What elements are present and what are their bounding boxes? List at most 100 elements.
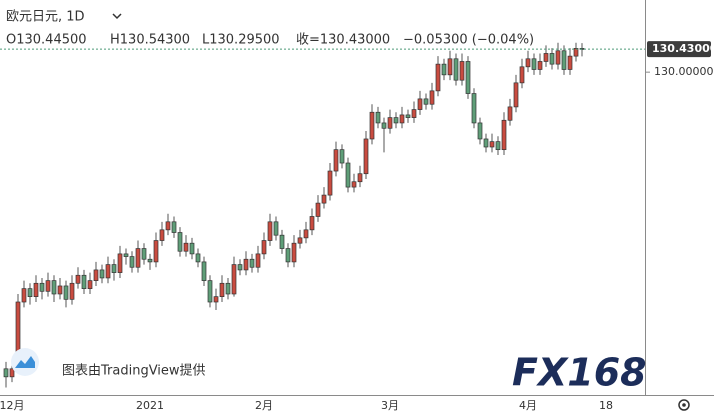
candle-body — [375, 111, 381, 124]
candle-body — [33, 282, 39, 298]
candle-body — [543, 53, 549, 62]
candle-body — [153, 240, 159, 263]
candle-body — [519, 66, 525, 84]
candle-body — [273, 221, 279, 236]
candle-body — [195, 253, 201, 263]
candle-body — [243, 258, 249, 271]
x-tick-label: 12月 — [0, 399, 25, 412]
candle-body — [81, 274, 87, 289]
candle-body — [3, 368, 9, 378]
candle-body — [315, 202, 321, 217]
attribution: 图表由TradingView提供 — [11, 348, 206, 379]
candle-body — [489, 141, 495, 148]
candle-body — [387, 117, 393, 129]
candle-body — [405, 114, 411, 118]
candle-body — [219, 282, 225, 298]
attribution-text: 图表由TradingView提供 — [62, 363, 206, 379]
candle-body — [123, 253, 129, 257]
candle-body — [459, 61, 465, 81]
last-price-tag — [647, 41, 711, 58]
candle-body — [99, 269, 105, 279]
candle-body — [363, 138, 369, 175]
candle-body — [237, 264, 243, 271]
fx168-logo: FX168 — [512, 351, 647, 395]
candle-body — [477, 122, 483, 140]
candle-body — [111, 264, 117, 273]
last-price-label: 130.43000 — [652, 42, 714, 55]
gear-center[interactable] — [682, 403, 686, 407]
candle-body — [303, 229, 309, 239]
candle-body — [93, 269, 99, 281]
candle-body — [231, 264, 237, 295]
gear[interactable] — [678, 399, 690, 411]
candle-body — [57, 285, 63, 295]
candle-body — [453, 58, 459, 81]
candle-body — [261, 240, 267, 255]
ohlc-item: L130.29500 — [202, 33, 280, 48]
candle-body — [117, 253, 123, 273]
candle-body — [465, 61, 471, 94]
candle-body — [135, 248, 141, 268]
candle-body — [69, 282, 75, 300]
candle-body — [369, 111, 375, 140]
ohlc-item: O130.44500 — [6, 33, 87, 48]
candle-body — [279, 234, 285, 249]
candle-body — [249, 258, 255, 268]
candle-body — [63, 285, 69, 300]
candle-body — [525, 58, 531, 68]
candle-body — [549, 53, 555, 65]
candle-body — [225, 282, 231, 295]
candle-body — [555, 50, 561, 65]
candle-body — [177, 232, 183, 252]
candle-body — [567, 55, 573, 70]
candle-body — [495, 141, 501, 151]
candle-body — [309, 216, 315, 231]
plot-area — [3, 42, 585, 388]
candle-body — [45, 280, 51, 292]
candle-body — [75, 274, 81, 284]
chart-title: 欧元日元, 1D — [6, 10, 85, 25]
candle-body — [21, 288, 27, 303]
candle-body — [129, 256, 135, 268]
candle-body — [291, 242, 297, 263]
candle-body — [411, 109, 417, 118]
candle-body — [141, 248, 147, 260]
ohlc-legend: O130.44500 H130.54300 L130.29500 收=130.4300… — [6, 33, 534, 48]
x-tick-label: 4月 — [519, 399, 537, 412]
candle-body — [351, 181, 357, 188]
x-tick-label: 3月 — [381, 399, 399, 412]
candle-body — [9, 368, 15, 378]
candle-body — [201, 261, 207, 281]
candle-body — [183, 242, 189, 252]
candle-body — [345, 162, 351, 188]
tv-logo — [15, 356, 35, 368]
x-tick-label: 2月 — [255, 399, 273, 412]
ohlc-item: H130.54300 — [110, 33, 190, 48]
interval-caret[interactable] — [112, 13, 122, 20]
candle-body — [561, 50, 567, 70]
candle-body — [297, 237, 303, 244]
candle-body — [357, 173, 363, 183]
x-tick-label: 18 — [599, 399, 613, 412]
candle-body — [507, 106, 513, 121]
candle-body — [327, 170, 333, 196]
settings-icon[interactable] — [678, 399, 690, 411]
candle-body — [105, 264, 111, 279]
candle-body — [165, 221, 171, 231]
candle-body — [417, 98, 423, 110]
candle-body — [435, 63, 441, 92]
candle-body — [51, 280, 57, 295]
candle-body — [441, 63, 447, 76]
candle-body — [267, 221, 273, 241]
candle-body — [501, 119, 507, 151]
candle-body — [399, 114, 405, 124]
candle-body — [39, 282, 45, 292]
candle-body — [285, 248, 291, 263]
x-tick-label: 2021 — [136, 399, 164, 412]
candle-body — [531, 58, 537, 70]
candle-body — [573, 48, 579, 57]
candle-body — [471, 93, 477, 124]
candle-body — [27, 288, 33, 298]
candle-body — [423, 98, 429, 105]
